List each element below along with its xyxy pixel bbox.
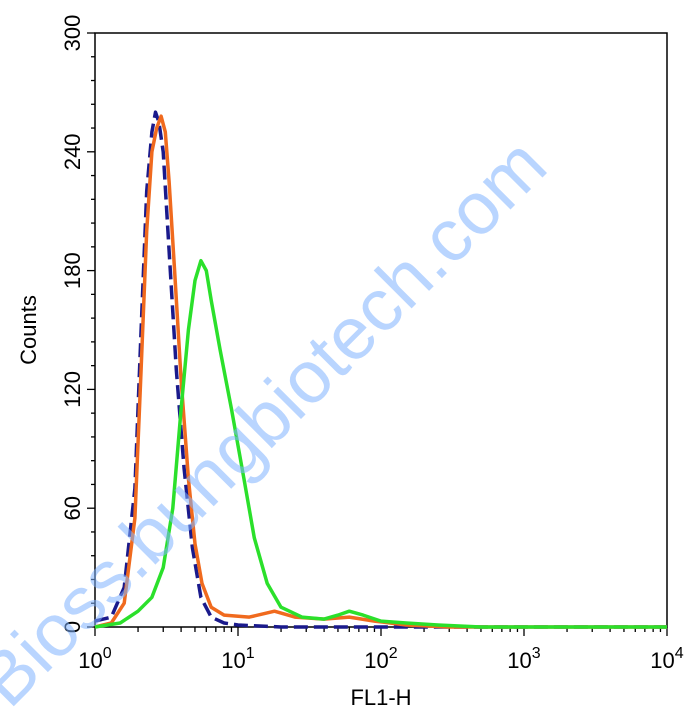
x-axis-title: FL1-H [350, 685, 411, 710]
series-line-1 [94, 110, 667, 629]
y-tick-label: 0 [60, 621, 85, 633]
x-tick-label: 103 [507, 645, 540, 673]
y-tick-label: 120 [60, 371, 85, 408]
y-tick-label: 180 [60, 252, 85, 289]
series-line-2 [94, 114, 667, 629]
y-tick-label: 60 [60, 496, 85, 520]
x-tick-label: 101 [221, 645, 254, 673]
y-tick-label: 300 [60, 15, 85, 52]
x-tick-label: 100 [78, 645, 111, 673]
x-tick-label: 104 [650, 645, 683, 673]
y-axis: 0 60 120 180 240 300 [60, 15, 95, 633]
series-group [94, 110, 667, 629]
series-line-3 [94, 258, 667, 629]
y-axis-title: Counts [16, 295, 41, 365]
x-tick-label: 102 [364, 645, 397, 673]
y-tick-label: 240 [60, 133, 85, 170]
x-axis: 100 101 102 103 104 [78, 627, 684, 673]
